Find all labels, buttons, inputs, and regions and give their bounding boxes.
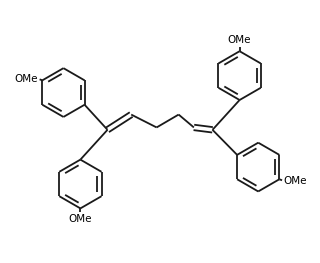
Text: OMe: OMe [228, 35, 251, 45]
Text: OMe: OMe [69, 215, 92, 225]
Text: OMe: OMe [284, 176, 307, 186]
Text: OMe: OMe [15, 74, 38, 84]
